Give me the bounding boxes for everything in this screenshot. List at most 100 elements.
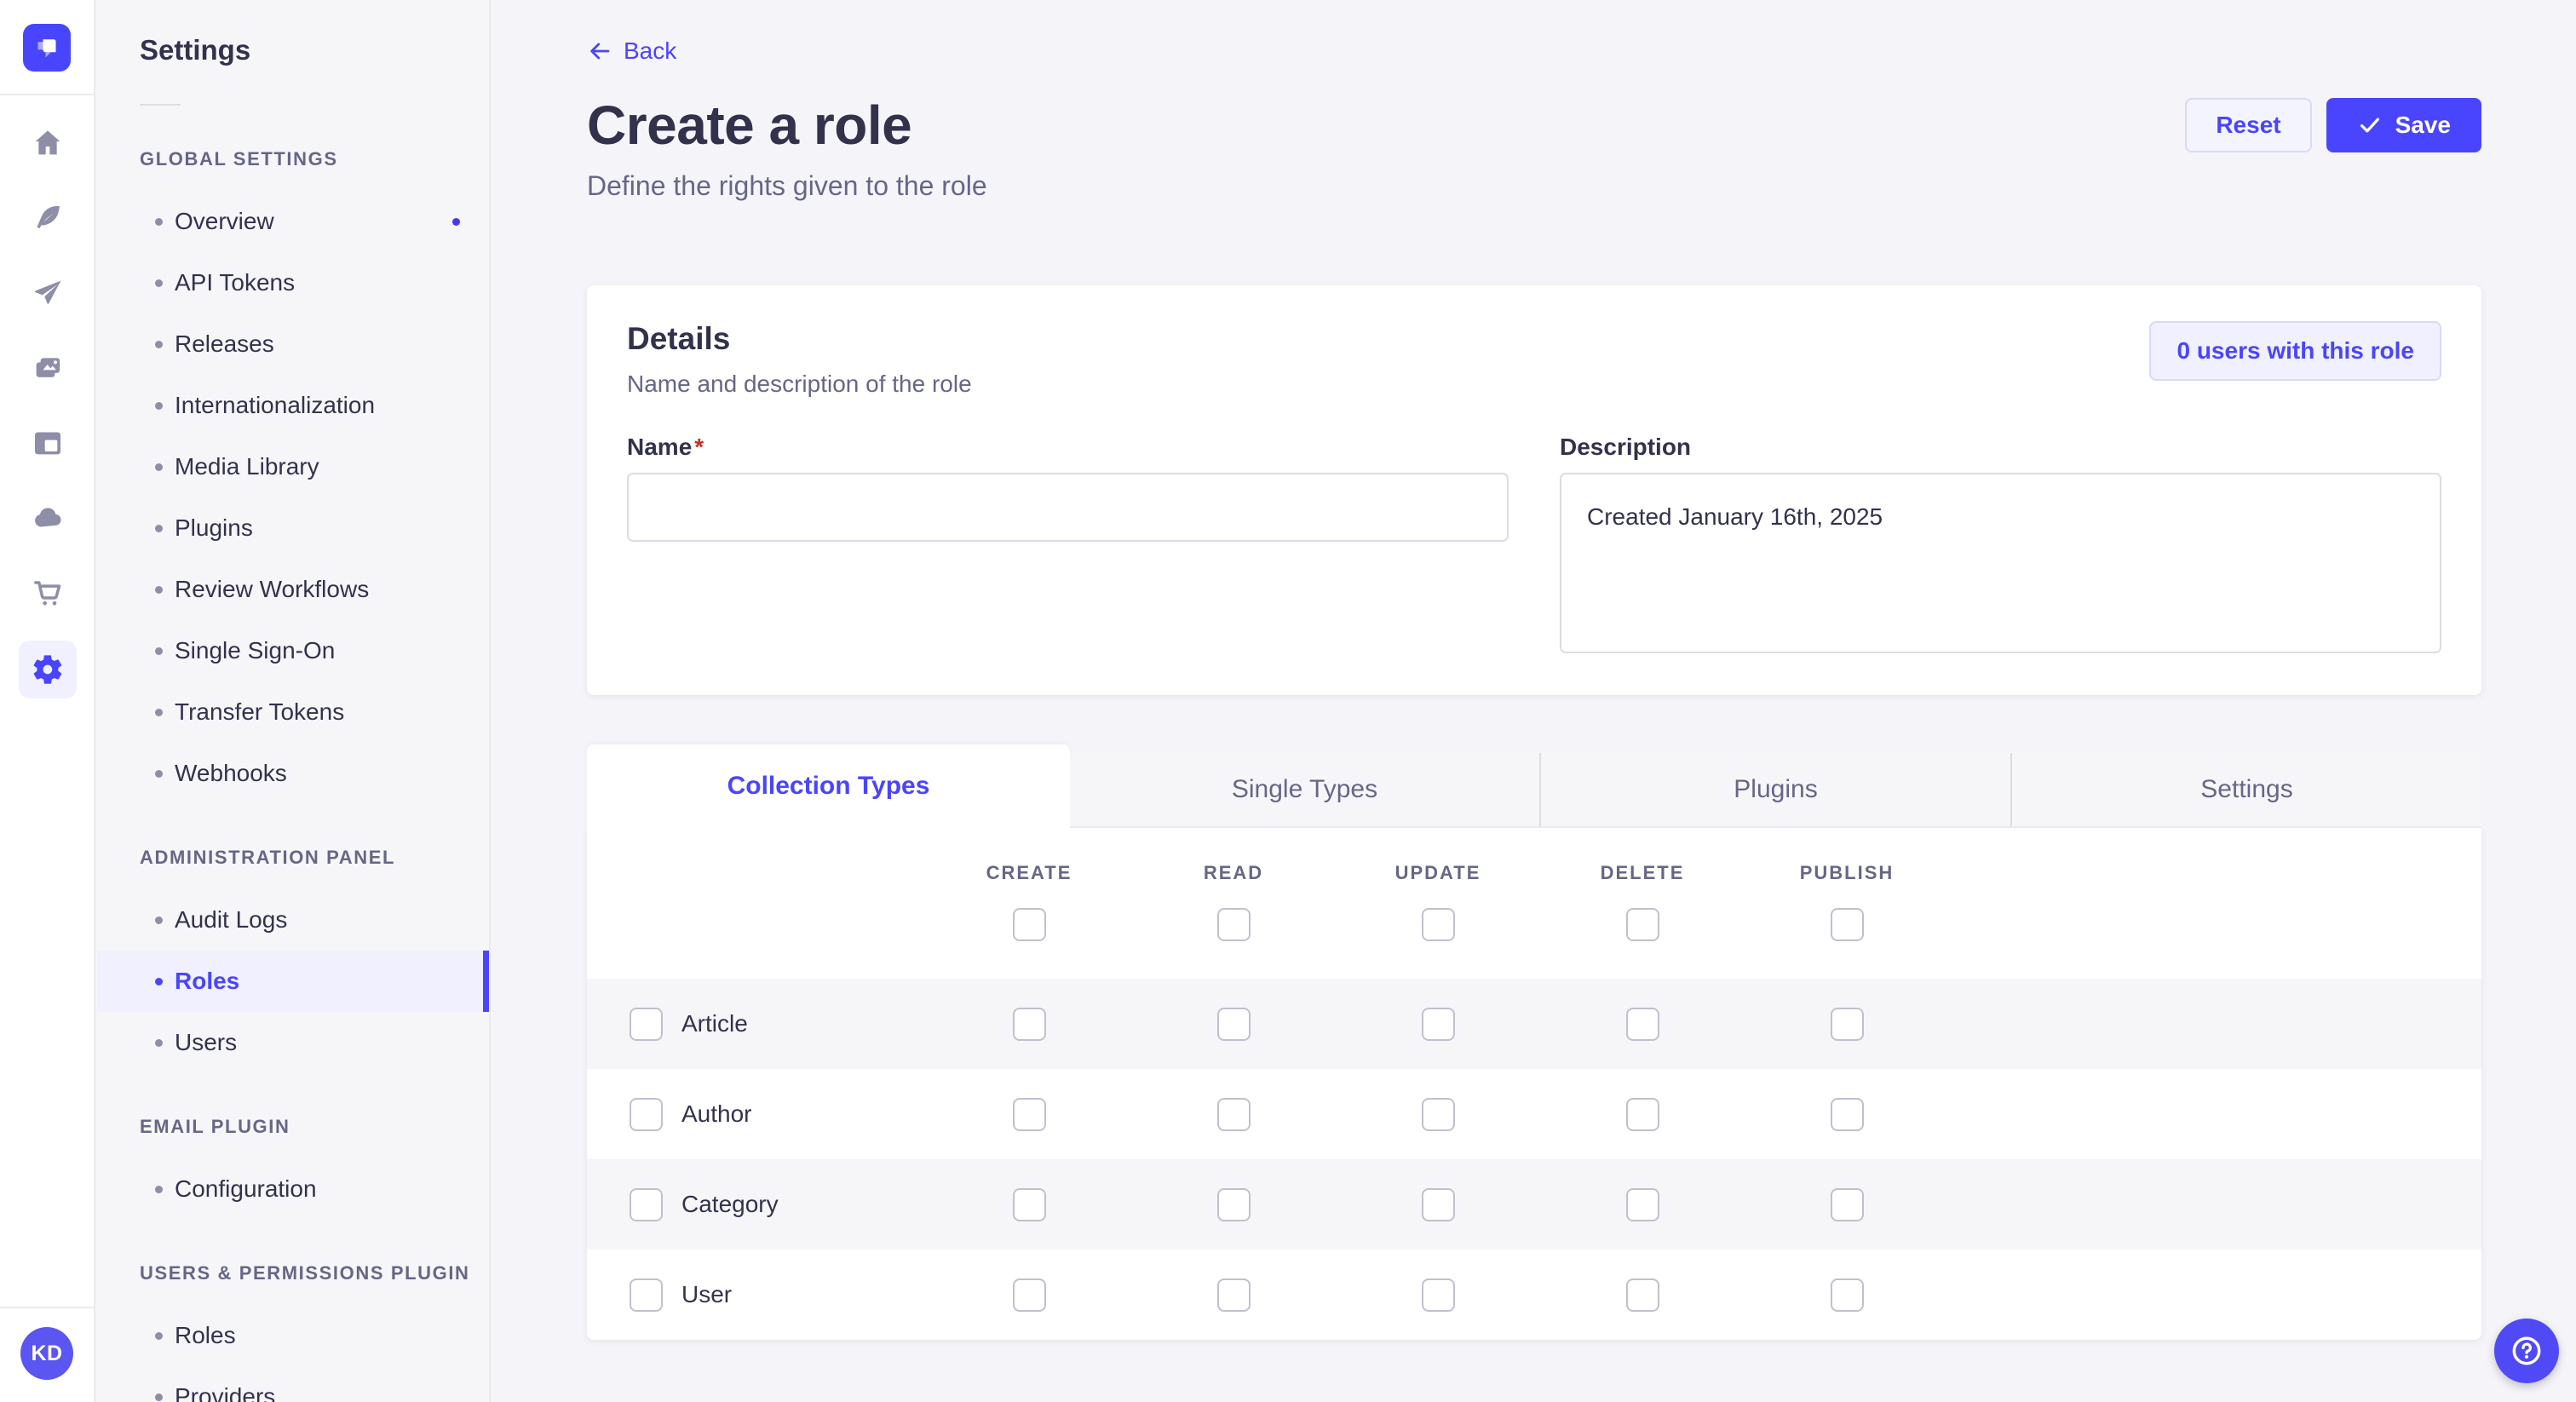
row-select-author-checkbox[interactable] (630, 1097, 663, 1131)
role-name-input[interactable] (627, 473, 1509, 542)
author-delete-checkbox[interactable] (1625, 1097, 1659, 1131)
sidebar-item-label: Overview (175, 208, 274, 234)
select-all-publish-checkbox[interactable] (1830, 908, 1864, 941)
rail-item-paper-plane[interactable] (0, 257, 95, 332)
bullet-icon (155, 524, 163, 532)
rail-item-cart[interactable] (0, 557, 95, 632)
category-read-checkbox[interactable] (1216, 1187, 1251, 1221)
row-select-category-checkbox[interactable] (630, 1187, 663, 1221)
sidebar-item-roles[interactable]: Roles (97, 951, 489, 1012)
rail-item-media-library[interactable] (0, 332, 95, 407)
help-button[interactable] (2494, 1319, 2559, 1383)
table-row-author: Author (587, 1069, 2481, 1159)
tab-settings[interactable]: Settings (2010, 753, 2481, 826)
users-with-role-badge: 0 users with this role (2149, 321, 2441, 381)
author-publish-checkbox[interactable] (1830, 1097, 1864, 1131)
user-create-checkbox[interactable] (1012, 1278, 1046, 1312)
settings-gear-icon (19, 641, 77, 698)
user-avatar[interactable]: KD (20, 1327, 73, 1380)
article-update-checkbox[interactable] (1421, 1007, 1455, 1041)
bullet-icon (155, 340, 163, 348)
row-select-article-checkbox[interactable] (630, 1007, 663, 1041)
select-all-read-checkbox[interactable] (1216, 908, 1251, 941)
main-content: Back Create a role Reset Save Define the… (492, 0, 2576, 1402)
sidebar-item-configuration[interactable]: Configuration (97, 1158, 489, 1220)
select-all-delete-checkbox[interactable] (1625, 908, 1659, 941)
category-delete-checkbox[interactable] (1625, 1187, 1659, 1221)
check-icon (2360, 118, 2379, 133)
user-read-checkbox[interactable] (1216, 1278, 1251, 1312)
role-description-textarea[interactable]: Created January 16th, 2025 (1560, 473, 2441, 653)
sidebar-item-overview[interactable]: Overview (97, 191, 489, 252)
row-label: Article (681, 1010, 748, 1037)
strapi-logo-icon[interactable] (23, 24, 71, 72)
rail-item-layout[interactable] (0, 407, 95, 482)
category-create-checkbox[interactable] (1012, 1187, 1046, 1221)
article-create-checkbox[interactable] (1012, 1007, 1046, 1041)
required-asterisk: * (694, 434, 704, 460)
tab-collection-types[interactable]: Collection Types (587, 744, 1070, 828)
user-update-checkbox[interactable] (1421, 1278, 1455, 1312)
page-subtitle: Define the rights given to the role (587, 170, 987, 201)
rail-item-settings-gear[interactable] (0, 632, 95, 707)
details-subtitle: Name and description of the role (627, 371, 972, 397)
sidebar-item-webhooks[interactable]: Webhooks (97, 743, 489, 804)
sidebar-item-label: Configuration (175, 1175, 317, 1202)
sidebar-item-transfer-tokens[interactable]: Transfer Tokens (97, 681, 489, 743)
row-label: Author (681, 1100, 752, 1127)
article-read-checkbox[interactable] (1216, 1007, 1251, 1041)
row-select-user-checkbox[interactable] (630, 1278, 663, 1312)
select-all-create-checkbox[interactable] (1012, 908, 1046, 941)
sidebar-item-label: Webhooks (175, 760, 287, 786)
tab-plugins[interactable]: Plugins (1539, 753, 2010, 826)
column-header-read: READ (1203, 862, 1264, 883)
feather-icon (31, 201, 65, 239)
layout-icon (31, 426, 65, 464)
tab-single-types[interactable]: Single Types (1231, 775, 1378, 803)
rail-item-home[interactable] (0, 107, 95, 182)
arrow-left-icon (590, 43, 610, 60)
user-publish-checkbox[interactable] (1830, 1278, 1864, 1312)
permissions-table: CREATE READ UPDATE DELETE PUBLISH Article Aut… (587, 828, 2481, 1340)
sidebar-item-providers[interactable]: Providers (97, 1366, 489, 1402)
question-icon (2512, 1336, 2541, 1365)
sidebar-item-label: Releases (175, 330, 274, 357)
rail-divider (0, 94, 94, 95)
sidebar-item-roles[interactable]: Roles (97, 1305, 489, 1366)
article-publish-checkbox[interactable] (1830, 1007, 1864, 1041)
rail-item-feather[interactable] (0, 182, 95, 257)
select-all-update-checkbox[interactable] (1421, 908, 1455, 941)
description-field-label: Description (1560, 434, 1692, 460)
sidebar-item-users[interactable]: Users (97, 1012, 489, 1073)
column-header-update: UPDATE (1394, 862, 1481, 883)
author-update-checkbox[interactable] (1421, 1097, 1455, 1131)
table-row-article: Article (587, 979, 2481, 1069)
media-library-icon (31, 351, 65, 389)
sidebar-item-review-workflows[interactable]: Review Workflows (97, 559, 489, 620)
sidebar-item-label: Plugins (175, 514, 253, 541)
sidebar-item-internationalization[interactable]: Internationalization (97, 375, 489, 436)
article-delete-checkbox[interactable] (1625, 1007, 1659, 1041)
author-read-checkbox[interactable] (1216, 1097, 1251, 1131)
back-link[interactable]: Back (587, 37, 676, 65)
sidebar-item-media-library[interactable]: Media Library (97, 436, 489, 497)
cloud-icon (31, 501, 65, 539)
category-update-checkbox[interactable] (1421, 1187, 1455, 1221)
rail-item-cloud[interactable] (0, 482, 95, 557)
sidebar-item-api-tokens[interactable]: API Tokens (97, 252, 489, 313)
sidebar-item-releases[interactable]: Releases (97, 313, 489, 375)
user-delete-checkbox[interactable] (1625, 1278, 1659, 1312)
subnav-divider (140, 104, 181, 106)
paper-plane-icon (31, 276, 65, 314)
name-field-label: Name * (627, 434, 704, 460)
sidebar-item-audit-logs[interactable]: Audit Logs (97, 889, 489, 951)
sidebar-item-plugins[interactable]: Plugins (97, 497, 489, 559)
reset-button[interactable]: Reset (2185, 98, 2312, 152)
details-card: Details Name and description of the role… (587, 285, 2481, 695)
save-button[interactable]: Save (2326, 98, 2481, 152)
author-create-checkbox[interactable] (1012, 1097, 1046, 1131)
sidebar-item-label: Single Sign-On (175, 637, 336, 664)
bullet-icon (155, 646, 163, 655)
category-publish-checkbox[interactable] (1830, 1187, 1864, 1221)
sidebar-item-single-sign-on[interactable]: Single Sign-On (97, 620, 489, 681)
